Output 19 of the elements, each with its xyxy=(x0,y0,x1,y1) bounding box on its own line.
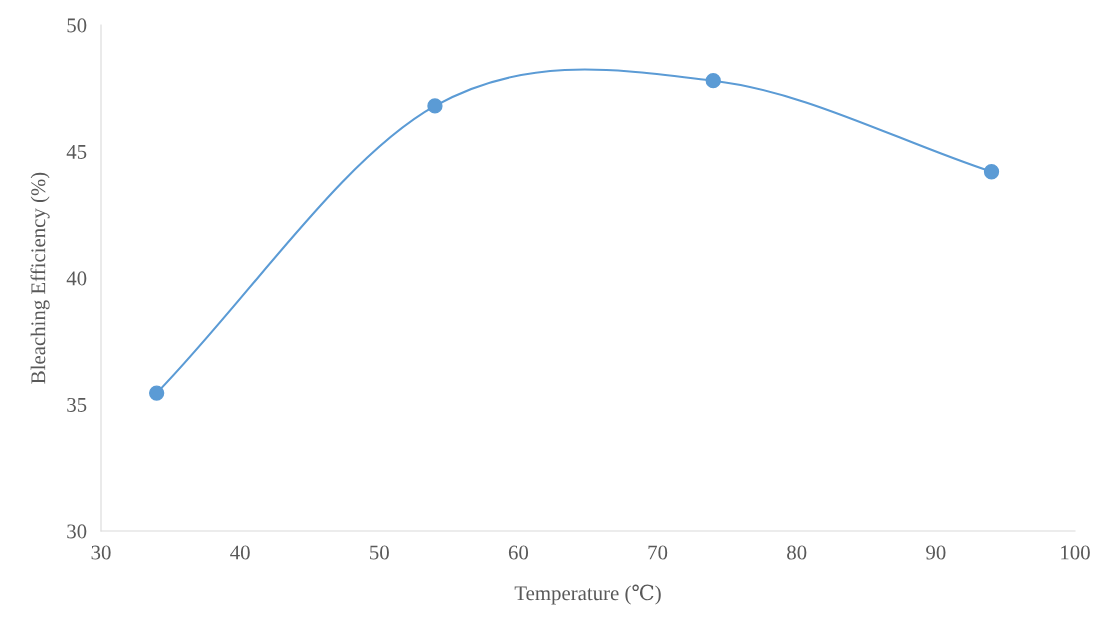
point xyxy=(705,73,721,89)
y-tick-label: 50 xyxy=(67,18,87,33)
point xyxy=(149,385,165,401)
x-tick-label: 30 xyxy=(91,545,111,560)
x-tick-label: 70 xyxy=(648,545,668,560)
x-tick-label: 60 xyxy=(508,545,529,560)
point xyxy=(983,164,1000,180)
x-tick-label: 80 xyxy=(787,545,807,560)
y-tick-label: 35 xyxy=(67,397,87,412)
y-tick-label: 40 xyxy=(66,271,87,286)
point xyxy=(427,98,443,114)
y-tick-label: 45 xyxy=(66,145,87,159)
x-tick-label: 40 xyxy=(230,545,250,560)
y-tick-label: 30 xyxy=(67,524,87,539)
y-axis-title: Bleaching Efficiency (%) xyxy=(30,172,50,384)
x-tick-label: 100 xyxy=(1061,545,1090,560)
x-tick-label: 50 xyxy=(370,545,389,560)
x-tick-label: 90 xyxy=(926,545,946,560)
x-axis-title: Temperature (℃) xyxy=(514,584,661,605)
